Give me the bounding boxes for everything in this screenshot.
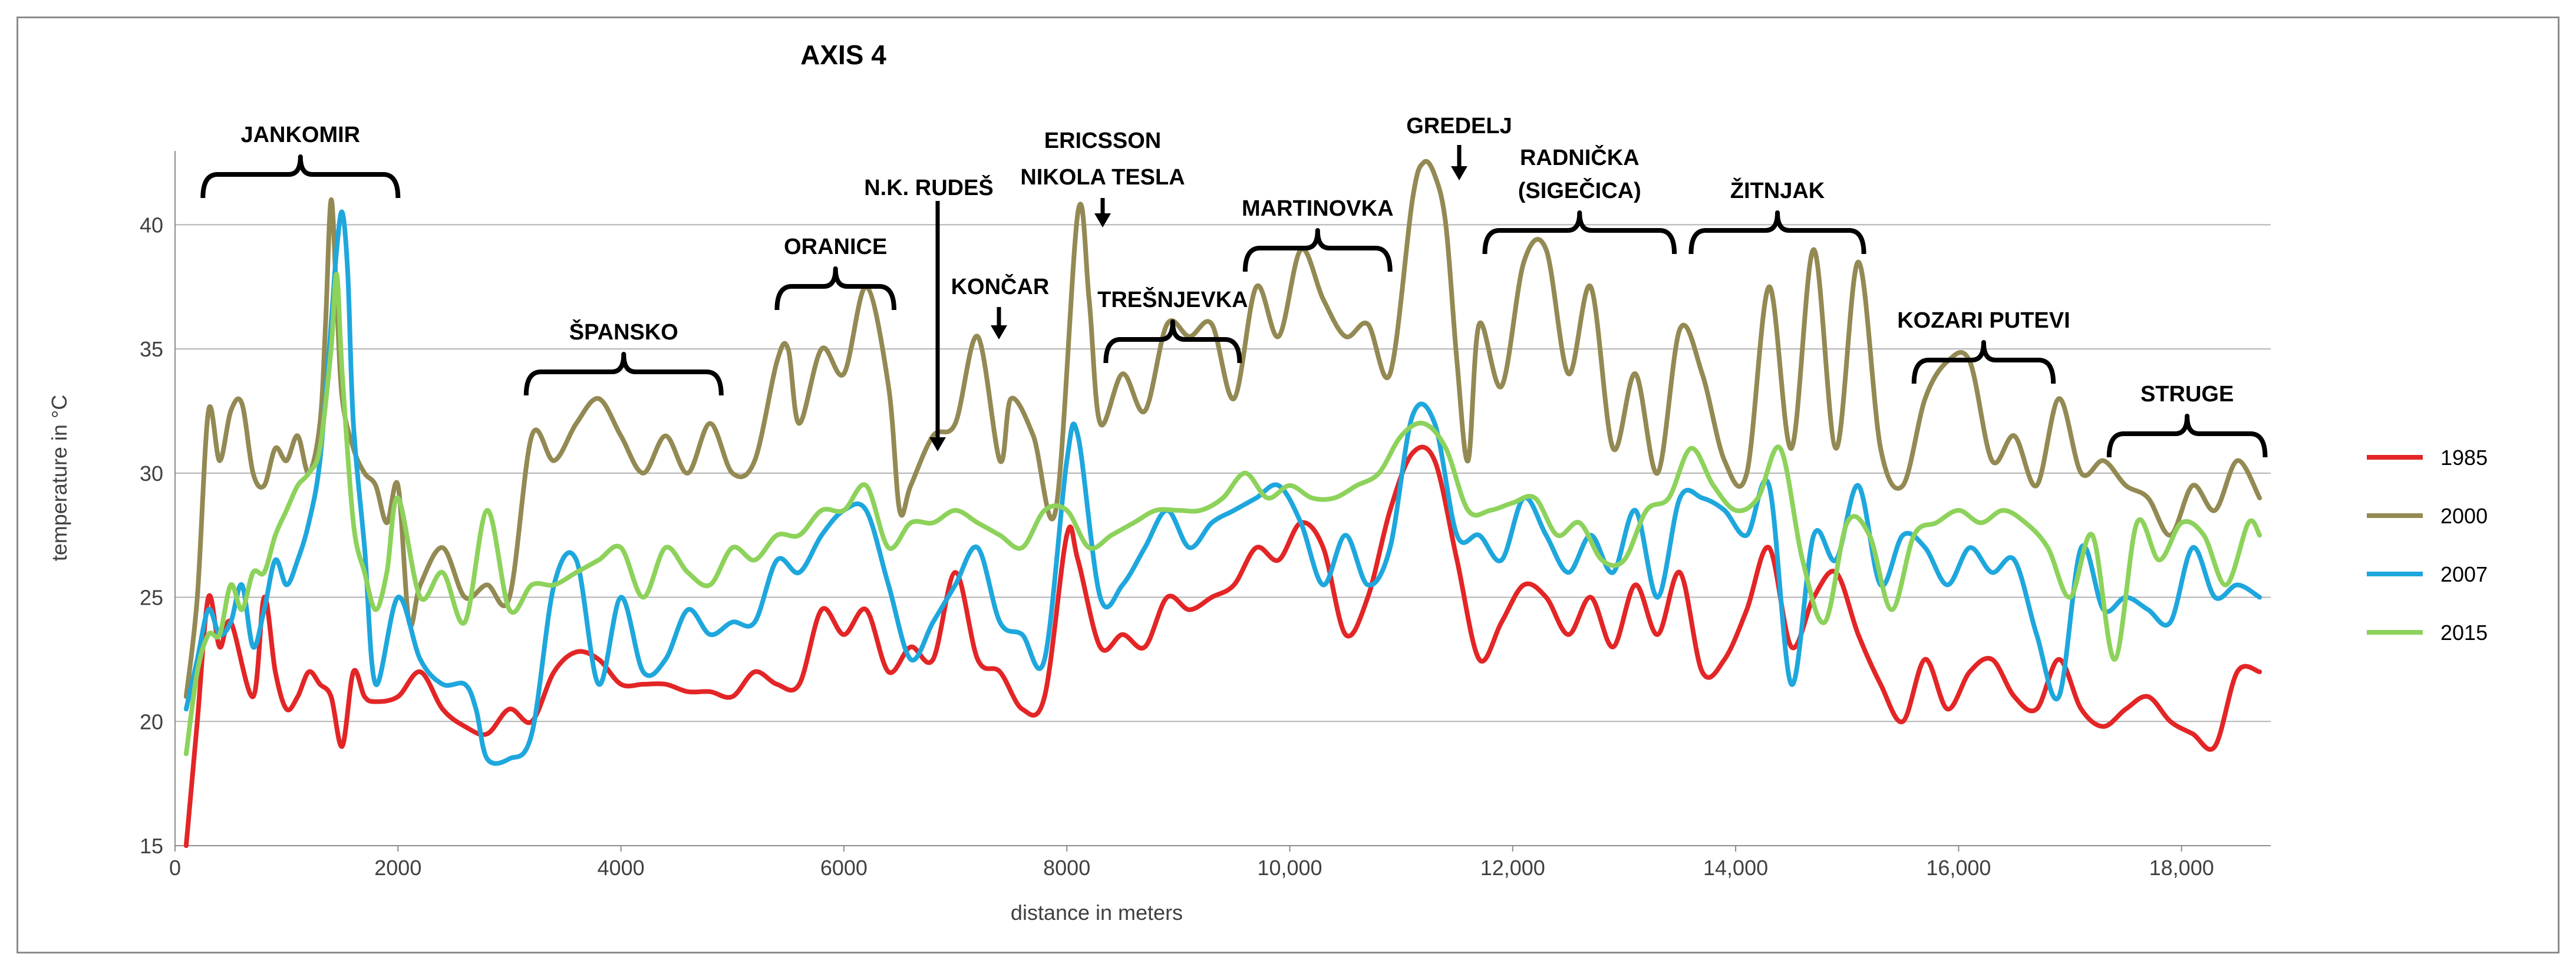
bracket-radnička [1482,210,1677,255]
annotation-layer: JANKOMIR ŠPANSKO ORANICE TREŠNJEVKA MARTINOV… [200,114,2268,458]
arrow-head [1094,213,1111,227]
x-tick-label: 6000 [820,856,868,880]
y-tick-label: 20 [140,710,163,734]
bracket-jankomir [200,154,401,199]
bracket-žitnjak [1688,210,1866,255]
series-line-2015 [183,272,2262,757]
bracket-oranice [774,266,897,311]
bracket-label: KOZARI PUTEVI [1897,308,2070,333]
y-axis-title: temperature in °C [47,395,71,562]
bracket-špansko [523,352,724,396]
x-tick-label: 8000 [1043,856,1090,880]
series-layer [183,159,2262,848]
bracket-label: ORANICE [784,235,887,259]
series-line-2000 [183,159,2262,700]
x-tick-label: 14,000 [1703,856,1768,880]
series-line-2007 [183,209,2262,766]
arrow-label: N.K. RUDEŠ [864,174,994,200]
chart-title: AXIS 4 [800,39,886,70]
bracket-label: JANKOMIR [240,123,360,147]
bracket-kozari putevi [1911,340,2056,384]
x-tick-label: 10,000 [1257,856,1322,880]
bracket-label: (SIGEČICA) [1518,177,1641,203]
x-tick-label: 2000 [374,856,421,880]
x-tick-label: 0 [169,856,181,880]
series-line-1985 [183,444,2262,848]
x-tick-label: 18,000 [2149,856,2214,880]
arrow-label: GREDELJ [1406,114,1512,138]
x-tick-label: 4000 [598,856,645,880]
bracket-label: RADNIČKA [1520,144,1640,170]
bracket-label: STRUGE [2140,382,2234,407]
x-axis-title: distance in meters [1011,900,1183,925]
legend: 1985 2000 2007 2015 [2367,446,2488,645]
x-tick-label: 16,000 [1926,856,1991,880]
chart-frame: 15 20 25 30 35 40 0 2000 4000 6000 8000 10,000 12,00… [17,17,2559,953]
y-tick-label: 40 [140,213,163,237]
bracket-label: MARTINOVKA [1242,196,1394,221]
legend-label-2015: 2015 [2440,621,2488,645]
bracket-label: TREŠNJEVKA [1097,286,1248,312]
y-tick-label: 30 [140,461,163,486]
legend-label-2007: 2007 [2440,562,2488,586]
bracket-martinovka [1242,228,1393,272]
arrow-head [991,325,1007,339]
bracket-trešnjevka [1103,319,1242,364]
arrow-label: NIKOLA TESLA [1020,165,1185,190]
arrow-head [1451,166,1467,180]
y-tick-label: 25 [140,586,163,610]
axis-layer: 15 20 25 30 35 40 0 2000 4000 6000 8000 10,000 12,00… [140,151,2271,880]
bracket-label: ŠPANSKO [569,318,678,345]
arrow-head [929,437,946,451]
chart-svg: 15 20 25 30 35 40 0 2000 4000 6000 8000 10,000 12,00… [47,39,2488,925]
legend-label-2000: 2000 [2440,504,2488,528]
y-tick-label: 35 [140,337,163,361]
x-tick-label: 12,000 [1480,856,1545,880]
y-tick-label: 15 [140,834,163,858]
arrow-label: KONČAR [951,273,1050,299]
bracket-struge [2106,414,2268,458]
bracket-label: ŽITNJAK [1730,177,1825,203]
legend-label-1985: 1985 [2440,446,2488,470]
arrow-label: ERICSSON [1044,128,1161,153]
